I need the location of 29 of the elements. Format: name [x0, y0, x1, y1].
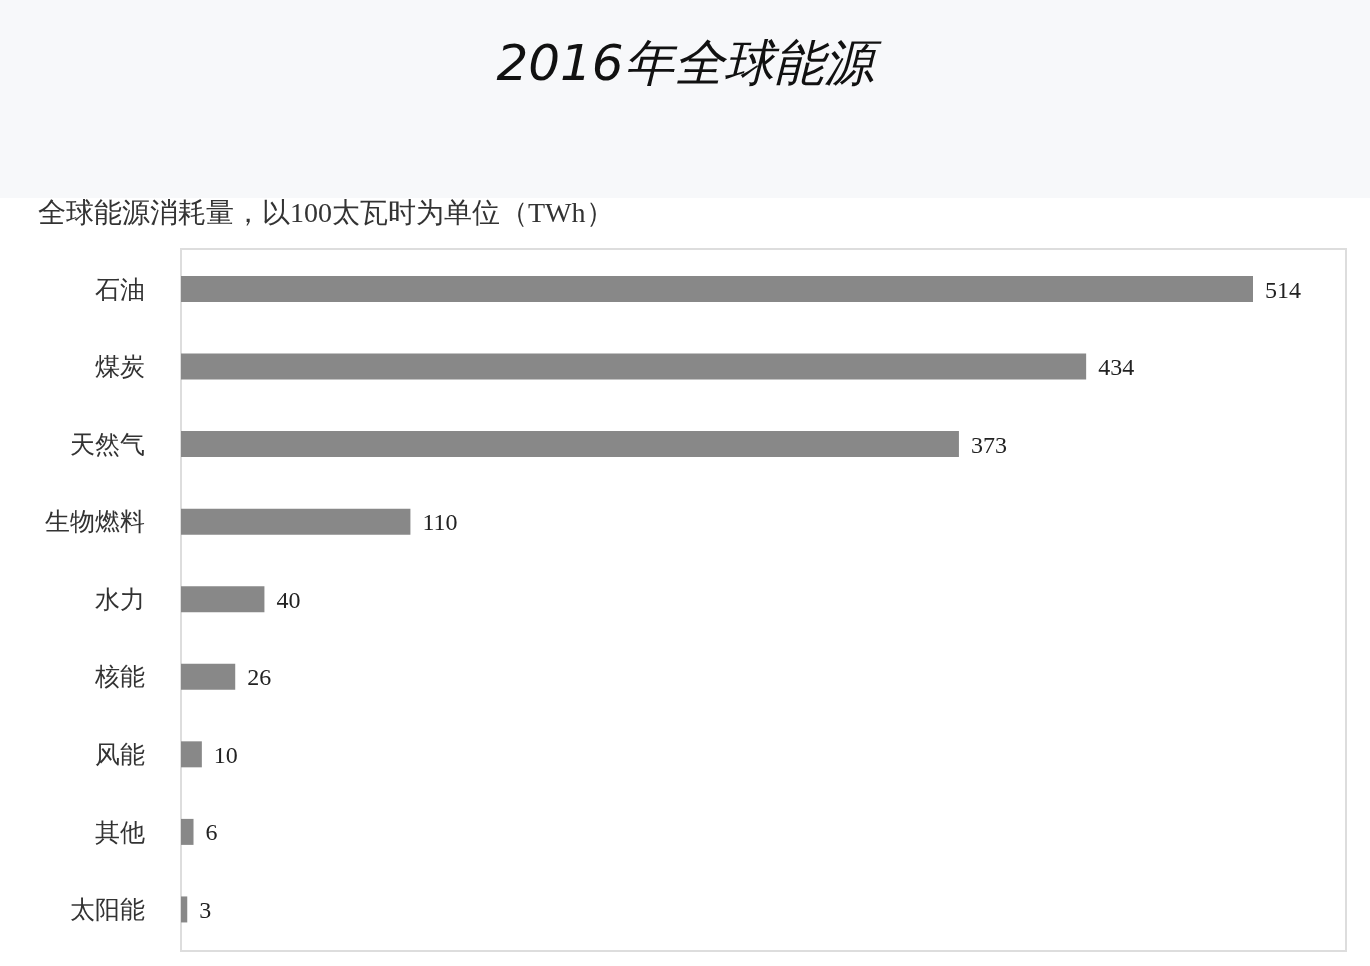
y-tick-label: 其他: [95, 818, 145, 846]
bar: [181, 276, 1253, 302]
bar: [181, 663, 236, 690]
data-label: 110: [422, 509, 458, 536]
y-tick-label: 生物燃料: [45, 508, 145, 536]
y-tick-label: 风能: [95, 740, 145, 768]
bar: [181, 431, 959, 458]
y-tick-label: 核能: [94, 663, 145, 691]
y-tick-label: 天然气: [70, 430, 145, 458]
y-tick-label: 煤炭: [95, 353, 145, 381]
bar: [181, 353, 1087, 380]
bar: [181, 508, 411, 535]
y-tick-label: 水力: [95, 585, 145, 613]
data-label: 40: [276, 586, 301, 613]
chart-subtitle: 全球能源消耗量，以100太瓦时为单位（TWh）: [38, 196, 614, 230]
data-label: 6: [205, 819, 218, 846]
bar: [181, 818, 194, 845]
y-tick-label: 太阳能: [70, 896, 145, 924]
data-label: 514: [1265, 276, 1301, 303]
data-label: 3: [199, 896, 212, 923]
data-label: 26: [247, 664, 272, 691]
bar: [181, 741, 202, 768]
data-label: 373: [970, 431, 1007, 458]
chart-title: 2016年全球能源: [495, 33, 883, 94]
y-tick-label: 石油: [95, 275, 145, 303]
data-label: 10: [213, 741, 238, 768]
bar: [181, 896, 188, 923]
data-label: 434: [1098, 354, 1135, 381]
bar: [181, 586, 265, 613]
